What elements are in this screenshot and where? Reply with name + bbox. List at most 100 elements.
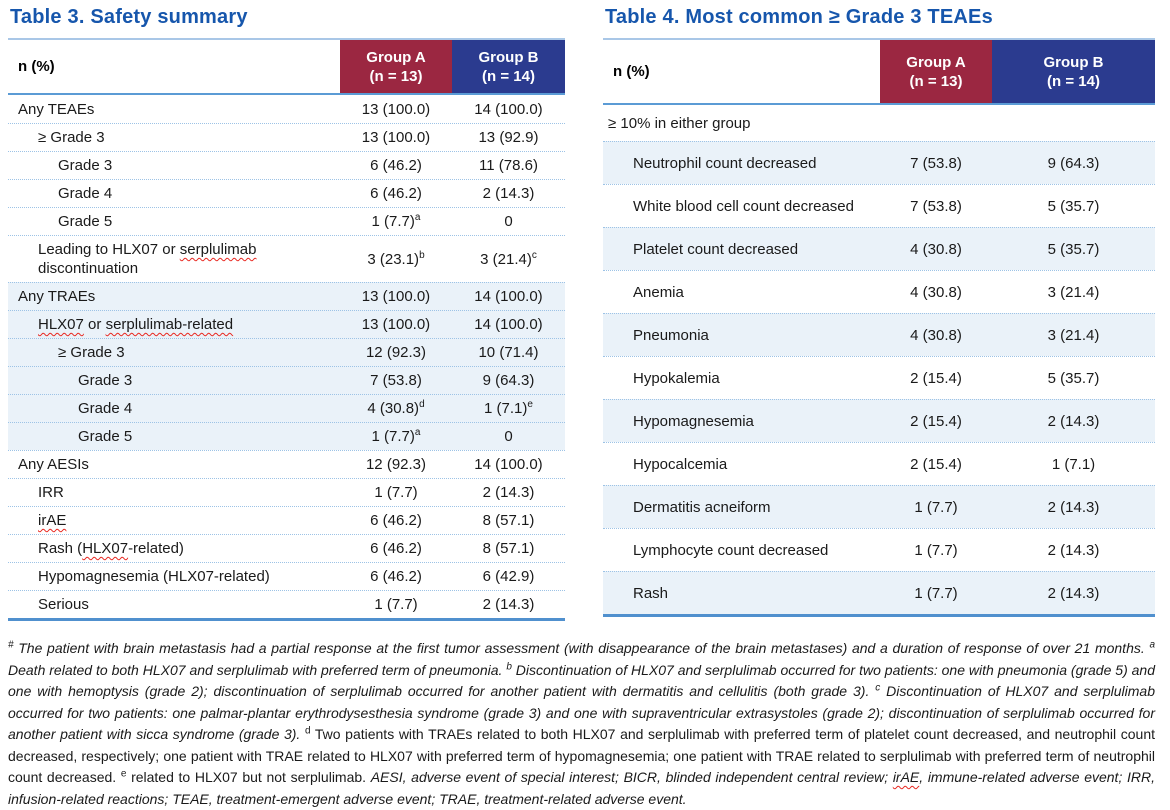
value-group-a-text: 6 (46.2) [370, 185, 422, 202]
row-label-text: Rash ( [38, 540, 83, 557]
value-group-a: 1 (7.7) [880, 585, 992, 602]
row-label: Hypokalemia [603, 365, 880, 392]
table3-header: n (%) Group A (n = 13) Group B (n = 14) [8, 38, 565, 95]
value-group-a-text: 2 (15.4) [910, 455, 962, 473]
value-group-a-text: 6 (46.2) [370, 157, 422, 174]
row-label-text: Grade 4 [58, 185, 113, 202]
value-group-a: 1 (7.7) [340, 596, 452, 613]
value-group-b-text: 5 (35.7) [1047, 197, 1100, 215]
value-group-a-text: 4 (30.8) [910, 326, 962, 344]
table4-title: Table 4. Most common ≥ Grade 3 TEAEs [605, 6, 993, 28]
row-label-text: Rash [633, 584, 669, 602]
row-label: Hypomagnesemia (HLX07-related) [8, 563, 340, 590]
tables-row: Table 3. Safety summary n (%) Group A (n… [8, 4, 1155, 621]
value-group-b: 2 (14.3) [992, 413, 1155, 430]
table4-section: Table 4. Most common ≥ Grade 3 TEAEs n (… [603, 4, 1155, 617]
value-group-b-text: 10 (71.4) [478, 344, 539, 361]
value-group-b: 0 [452, 213, 565, 230]
row-label-text: Hypomagnesemia [633, 412, 754, 430]
row-label: Leading to HLX07 or serplulimab disconti… [8, 236, 340, 282]
value-group-b-text: 9 (64.3) [482, 372, 535, 389]
footnote-text: related to HLX07 but not serplulimab. [126, 769, 371, 785]
value-group-a: 1 (7.7) [340, 484, 452, 501]
value-group-a: 4 (30.8)d [340, 400, 452, 418]
table-row: ≥ Grade 3 13 (100.0) 13 (92.9) [8, 123, 565, 151]
row-label: Grade 5 [8, 423, 340, 450]
value-group-b: 2 (14.3) [992, 499, 1155, 516]
value-group-b: 8 (57.1) [452, 540, 565, 557]
table4-body: ≥ 10% in either group Neutrophil count d… [603, 105, 1155, 617]
table-row: Anemia 4 (30.8) 3 (21.4) [603, 270, 1155, 313]
value-group-a-text: 1 (7.7) [374, 596, 418, 613]
value-group-b: 2 (14.3) [452, 185, 565, 202]
value-group-b-text: 8 (57.1) [482, 512, 535, 529]
table-row: Platelet count decreased 4 (30.8) 5 (35.7) [603, 227, 1155, 270]
row-label: IRR [8, 479, 340, 506]
value-group-a: 2 (15.4) [880, 370, 992, 387]
row-label-text: Any AESIs [18, 456, 89, 473]
table-row: Grade 5 1 (7.7)a 0 [8, 422, 565, 450]
value-group-a: 2 (15.4) [880, 456, 992, 473]
table-row: Any TEAEs 13 (100.0) 14 (100.0) [8, 95, 565, 123]
group-a-name: Group A [906, 53, 966, 71]
value-group-b-text: 14 (100.0) [474, 316, 543, 333]
value-group-a-text: 6 (46.2) [370, 540, 422, 557]
table-row: White blood cell count decreased 7 (53.8)… [603, 184, 1155, 227]
value-group-b-text: 2 (14.3) [482, 484, 535, 501]
value-group-a: 2 (15.4) [880, 413, 992, 430]
table4-header-group-a: Group A (n = 13) [880, 40, 992, 103]
row-label: Pneumonia [603, 322, 880, 349]
value-group-a-text: 1 (7.7) [371, 213, 415, 230]
row-label-text: Hypomagnesemia (HLX07-related) [38, 568, 270, 585]
value-group-b: 2 (14.3) [992, 585, 1155, 602]
row-label-text: Leading to HLX07 or [38, 241, 180, 258]
value-group-b: 14 (100.0) [452, 456, 565, 473]
table-row: Any TRAEs 13 (100.0) 14 (100.0) [8, 282, 565, 310]
value-group-a: 12 (92.3) [340, 344, 452, 361]
row-label-text: HLX07 [38, 316, 84, 333]
value-group-b: 9 (64.3) [452, 372, 565, 389]
footnote-text: The patient with brain metastasis had a … [13, 640, 1150, 656]
row-label-text: Hypokalemia [633, 369, 720, 387]
value-group-a: 13 (100.0) [340, 129, 452, 146]
value-group-a-footnote-marker: a [414, 427, 421, 438]
footnote-superscript: # [8, 639, 14, 651]
footnote-text: AESI, adverse event of special interest;… [370, 769, 893, 785]
row-label: Hypomagnesemia [603, 408, 880, 435]
value-group-a-text: 7 (53.8) [910, 197, 962, 215]
row-label: Any TRAEs [8, 283, 340, 310]
value-group-b: 5 (35.7) [992, 241, 1155, 258]
row-label: irAE [8, 507, 340, 534]
table-row: Hypomagnesemia 2 (15.4) 2 (14.3) [603, 399, 1155, 442]
value-group-b: 11 (78.6) [452, 157, 565, 174]
value-group-a: 7 (53.8) [880, 198, 992, 215]
footnote-superscript: c [875, 682, 881, 694]
group-a-n: (n = 13) [909, 72, 963, 90]
value-group-b: 3 (21.4)c [452, 250, 565, 268]
value-group-b-text: 8 (57.1) [482, 540, 535, 557]
row-label-text: White blood cell count decreased [633, 197, 854, 215]
value-group-b: 14 (100.0) [452, 316, 565, 333]
value-group-a: 12 (92.3) [340, 456, 452, 473]
row-label-text: Platelet count decreased [633, 240, 799, 258]
value-group-a: 1 (7.7)a [340, 213, 452, 231]
row-label: Grade 4 [8, 395, 340, 422]
table3-header-group-a: Group A (n = 13) [340, 40, 452, 93]
value-group-b-text: 1 (7.1) [1051, 455, 1096, 473]
value-group-a: 3 (23.1)b [340, 250, 452, 268]
table-row: IRR 1 (7.7) 2 (14.3) [8, 478, 565, 506]
value-group-a-text: 13 (100.0) [361, 316, 431, 333]
row-label-text: Grade 5 [78, 428, 133, 445]
value-group-b: 8 (57.1) [452, 512, 565, 529]
table-row: Grade 5 1 (7.7)a 0 [8, 207, 565, 235]
group-a-name: Group A [366, 48, 426, 66]
table3-body: Any TEAEs 13 (100.0) 14 (100.0) ≥ Grade 3 13… [8, 95, 565, 621]
footnote-text: Death related to both HLX07 and serpluli… [8, 661, 507, 678]
value-group-a-text: 6 (46.2) [370, 568, 422, 585]
value-group-b-text: 2 (14.3) [1047, 584, 1100, 602]
value-group-a-text: 1 (7.7) [374, 484, 418, 501]
row-label-text: IRR [38, 484, 64, 501]
row-label-text: serplulimab-related [105, 316, 234, 333]
row-label: ≥ Grade 3 [8, 339, 340, 366]
row-label: Any TEAEs [8, 96, 340, 123]
